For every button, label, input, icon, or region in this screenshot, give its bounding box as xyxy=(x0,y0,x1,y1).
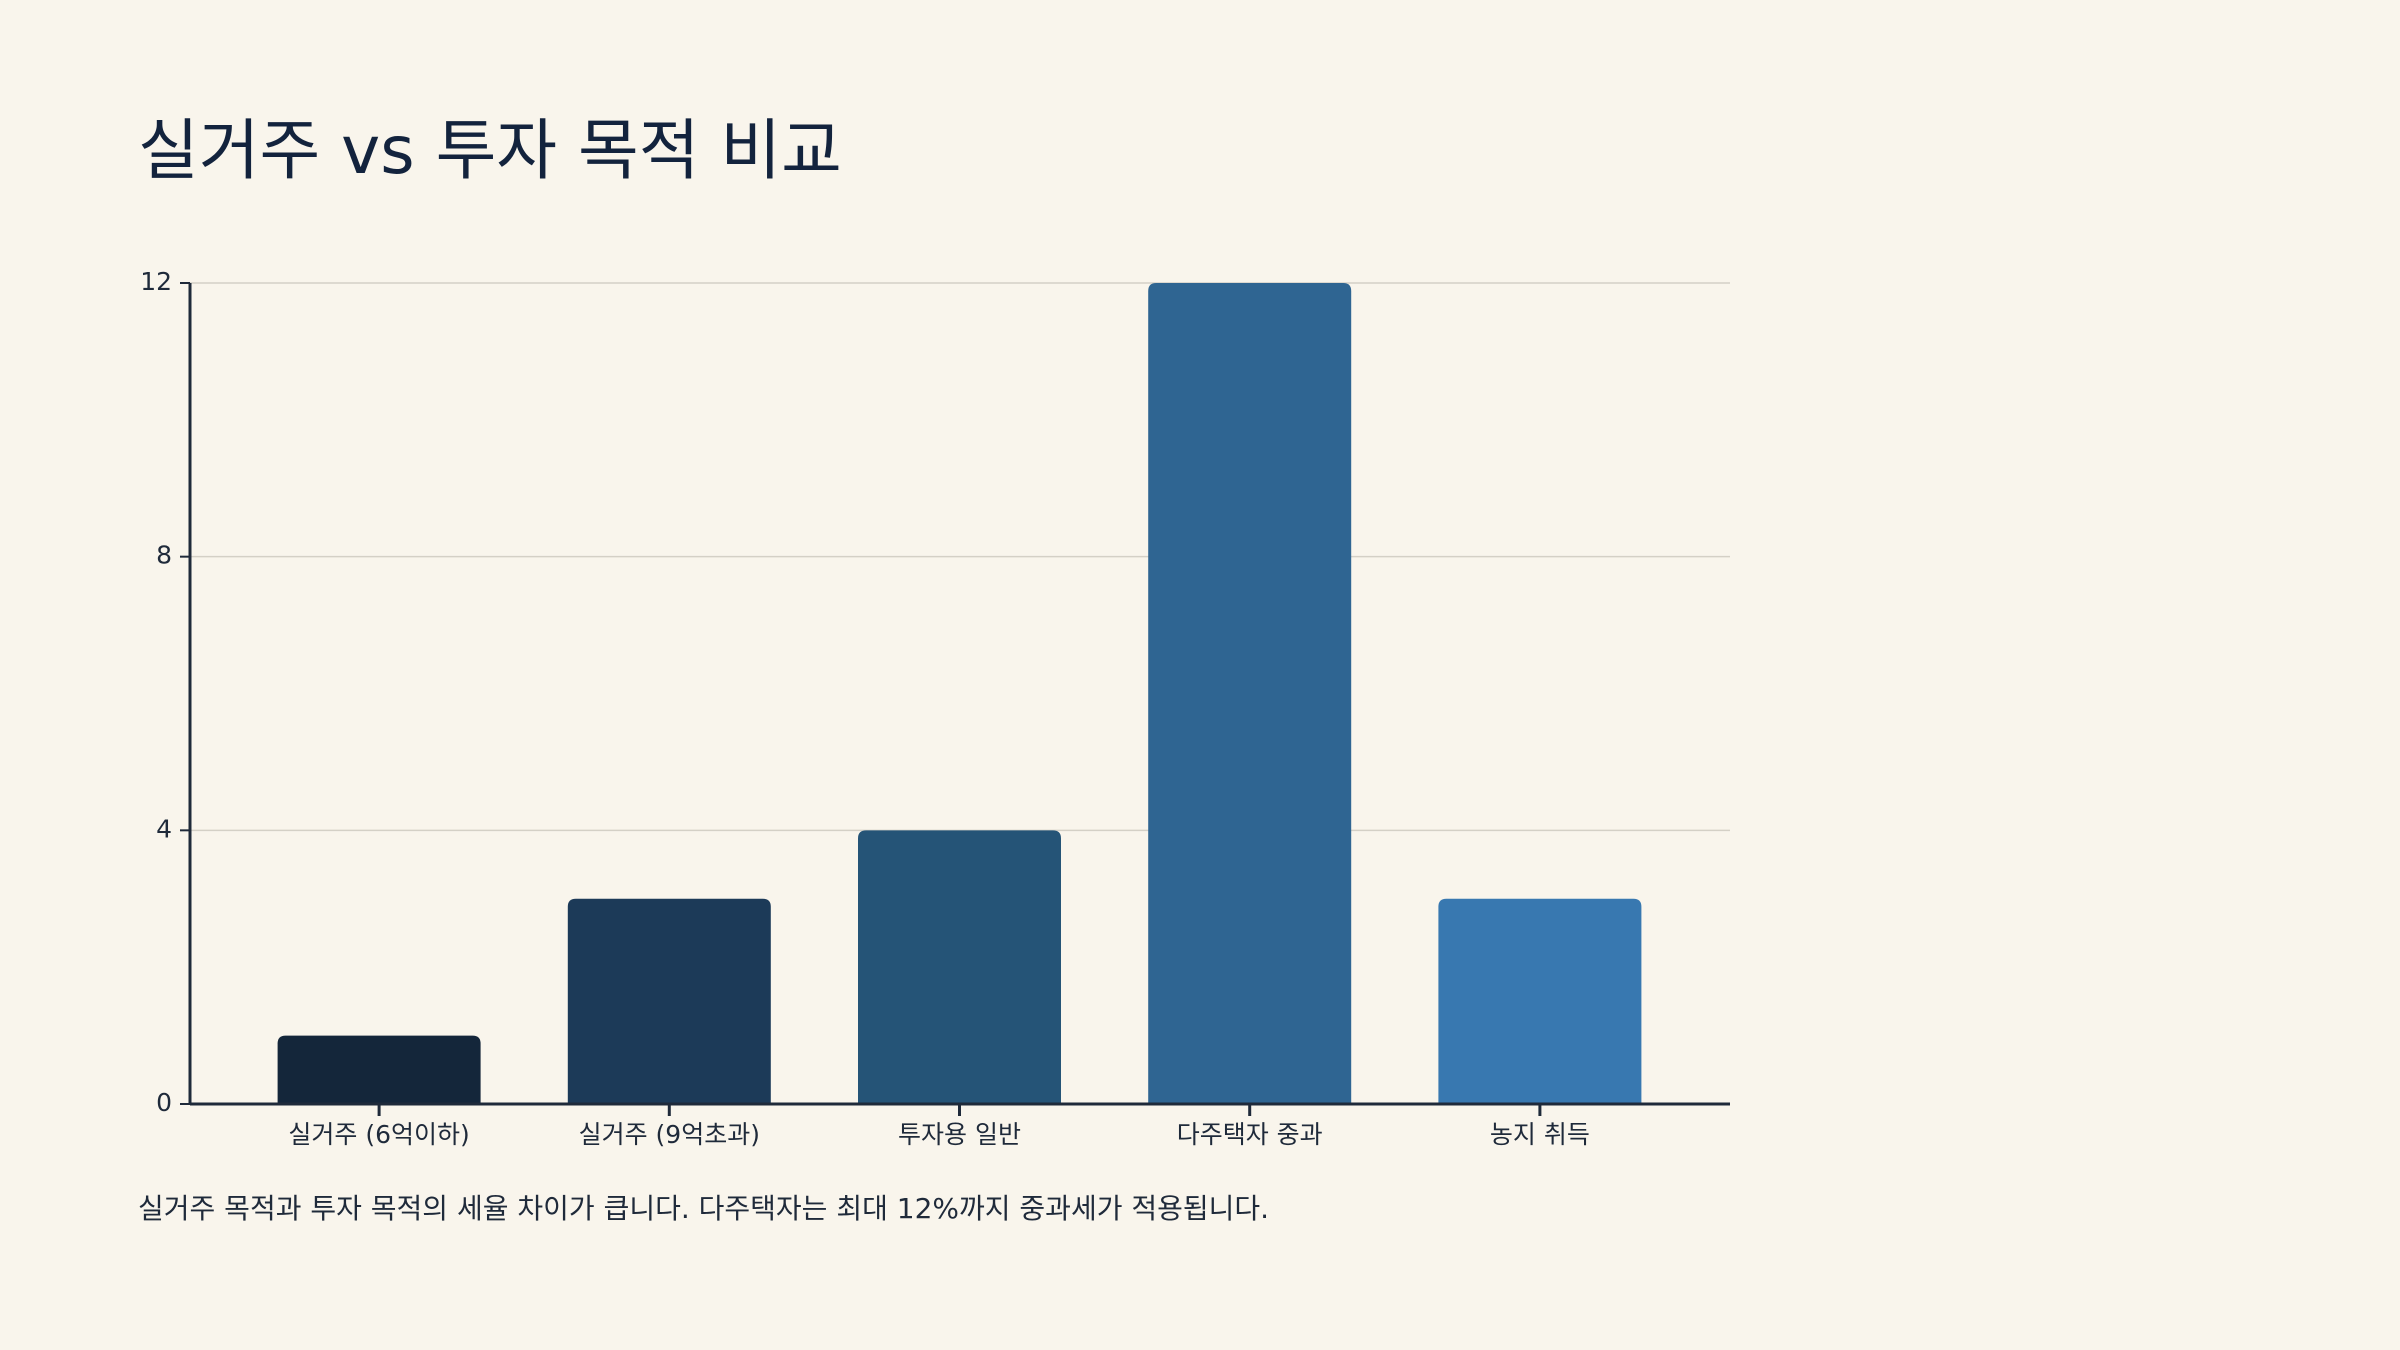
x-tick-label: 다주택자 중과 xyxy=(1177,1120,1323,1149)
x-tick-label: 투자용 일반 xyxy=(898,1120,1021,1149)
caption: 실거주 목적과 투자 목적의 세율 차이가 큽니다. 다주택자는 최대 12%까… xyxy=(138,1192,1269,1225)
y-tick-label: 4 xyxy=(156,814,172,843)
bar xyxy=(1148,283,1352,1104)
bar xyxy=(858,830,1061,1104)
bar xyxy=(277,1035,481,1104)
x-tick-label: 실거주 (9억초과) xyxy=(579,1120,760,1149)
y-tick-label: 12 xyxy=(140,267,172,296)
chart-title: 실거주 vs 투자 목적 비교 xyxy=(138,112,842,189)
bar xyxy=(1438,898,1642,1104)
x-tick-label: 실거주 (6억이하) xyxy=(288,1120,469,1149)
y-tick-label: 0 xyxy=(156,1088,172,1117)
x-tick-label: 농지 취득 xyxy=(1490,1120,1590,1149)
y-tick-label: 8 xyxy=(156,541,172,570)
bar xyxy=(567,898,771,1104)
